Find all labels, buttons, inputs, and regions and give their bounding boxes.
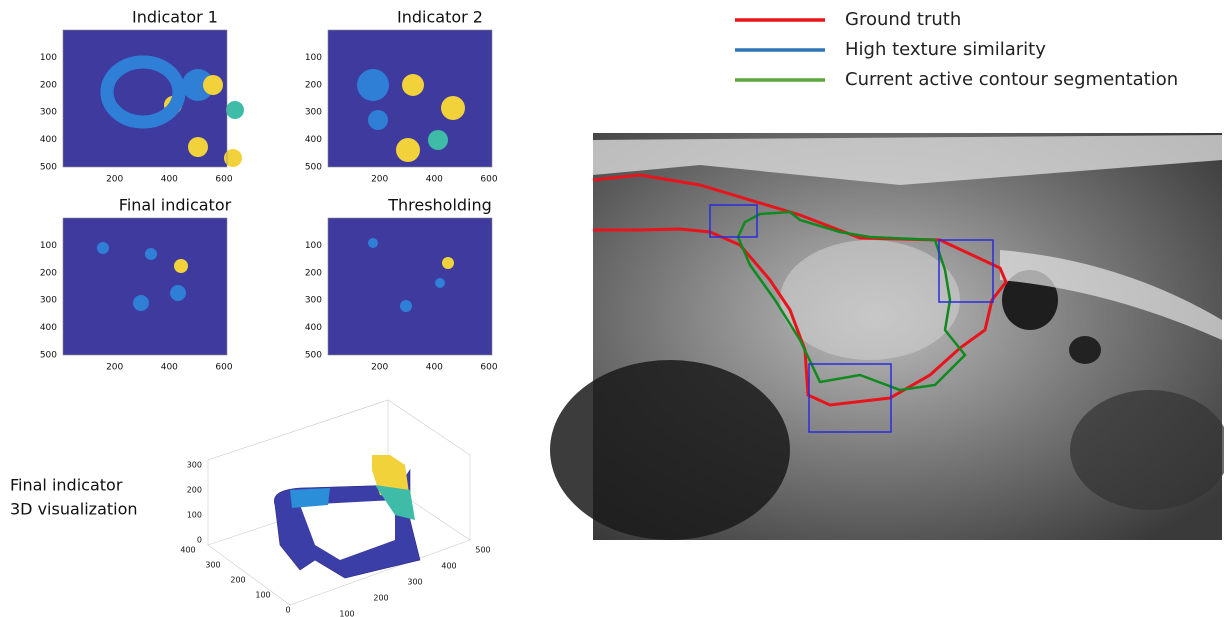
legend-label: Ground truth <box>845 9 961 30</box>
x-tick-label: 400 <box>426 175 443 185</box>
vessel <box>1069 336 1101 364</box>
legend-label: High texture similarity <box>845 39 1046 60</box>
y-tick-label: 100 <box>40 53 57 63</box>
right-tick-label: 200 <box>373 594 388 603</box>
y-tick-label: 100 <box>40 241 57 251</box>
y-tick-label: 200 <box>305 268 322 278</box>
y-tick-label: 200 <box>305 80 322 90</box>
x-tick-label: 200 <box>106 363 123 373</box>
x-tick-label: 600 <box>480 363 497 373</box>
left-tick-label: 300 <box>205 561 220 570</box>
heatmap-blob <box>368 238 378 248</box>
heatmap-blob <box>357 69 389 101</box>
heatmap-blob <box>203 75 223 95</box>
heatmap-blob <box>400 300 412 312</box>
y-tick-label: 100 <box>305 53 322 63</box>
x-tick-label: 600 <box>215 363 232 373</box>
heatmap-blob <box>97 242 109 254</box>
x-tick-label: 400 <box>426 363 443 373</box>
x-tick-label: 400 <box>161 363 178 373</box>
heatmap-blob <box>133 295 149 311</box>
x-tick-label: 400 <box>161 175 178 185</box>
x-tick-label: 200 <box>371 363 388 373</box>
x-tick-label: 200 <box>371 175 388 185</box>
thyroid-region <box>780 240 960 360</box>
y-tick-label: 400 <box>40 135 57 145</box>
caption-line: Final indicator <box>10 476 123 495</box>
left-tick-label: 400 <box>180 546 195 555</box>
heatmap-blob <box>396 138 420 162</box>
heatmap-blob <box>441 96 465 120</box>
ultrasound-image <box>550 133 1224 540</box>
left-tick-label: 100 <box>255 591 270 600</box>
heatmap-blob <box>428 130 448 150</box>
heatmap-title: Final indicator <box>119 196 232 215</box>
heatmap-blob <box>226 101 244 119</box>
y-tick-label: 300 <box>40 296 57 306</box>
dark-region <box>1070 390 1224 510</box>
y-tick-label: 400 <box>305 135 322 145</box>
legend-label: Current active contour segmentation <box>845 69 1178 90</box>
y-tick-label: 300 <box>40 108 57 118</box>
heatmap-blob <box>145 248 157 260</box>
y-tick-label: 500 <box>305 163 322 173</box>
heatmap-title: Indicator 2 <box>397 8 483 27</box>
y-tick-label: 400 <box>305 323 322 333</box>
y-tick-label: 300 <box>305 296 322 306</box>
y-tick-label: 200 <box>40 80 57 90</box>
heatmap-blob <box>402 74 424 96</box>
dark-region <box>550 360 790 540</box>
y-tick-label: 500 <box>40 163 57 173</box>
x-tick-label: 600 <box>480 175 497 185</box>
figure: Indicator 1 100 200 300 400 500 200 400 600 Indic… <box>0 0 1224 617</box>
heatmap-blob <box>188 137 208 157</box>
right-tick-label: 100 <box>339 610 354 617</box>
x-tick-label: 600 <box>215 175 232 185</box>
heatmap-blob <box>435 278 445 288</box>
left-tick-label: 200 <box>230 576 245 585</box>
heatmap-area <box>328 218 492 355</box>
z-tick-label: 300 <box>187 461 202 470</box>
y-tick-label: 400 <box>40 323 57 333</box>
heatmap-blob <box>442 257 454 269</box>
heatmap-title: Indicator 1 <box>132 8 218 27</box>
z-tick-label: 200 <box>187 486 202 495</box>
z-tick-label: 100 <box>187 511 202 520</box>
y-tick-label: 300 <box>305 108 322 118</box>
y-tick-label: 500 <box>40 351 57 361</box>
surface-plot <box>208 400 470 605</box>
surface-segment <box>290 488 330 508</box>
right-tick-label: 500 <box>475 546 490 555</box>
heatmap-title: Thresholding <box>387 196 492 215</box>
heatmap-blob <box>174 259 188 273</box>
right-tick-label: 300 <box>407 578 422 587</box>
z-tick-label: 0 <box>197 536 202 545</box>
heatmap-blob <box>170 285 186 301</box>
right-tick-label: 400 <box>441 562 456 571</box>
y-tick-label: 100 <box>305 241 322 251</box>
y-tick-label: 200 <box>40 268 57 278</box>
x-tick-label: 200 <box>106 175 123 185</box>
y-tick-label: 500 <box>305 351 322 361</box>
heatmap-blob <box>368 110 388 130</box>
heatmap-area <box>63 218 227 355</box>
left-tick-label: 0 <box>285 606 290 615</box>
caption-line: 3D visualization <box>10 500 138 519</box>
